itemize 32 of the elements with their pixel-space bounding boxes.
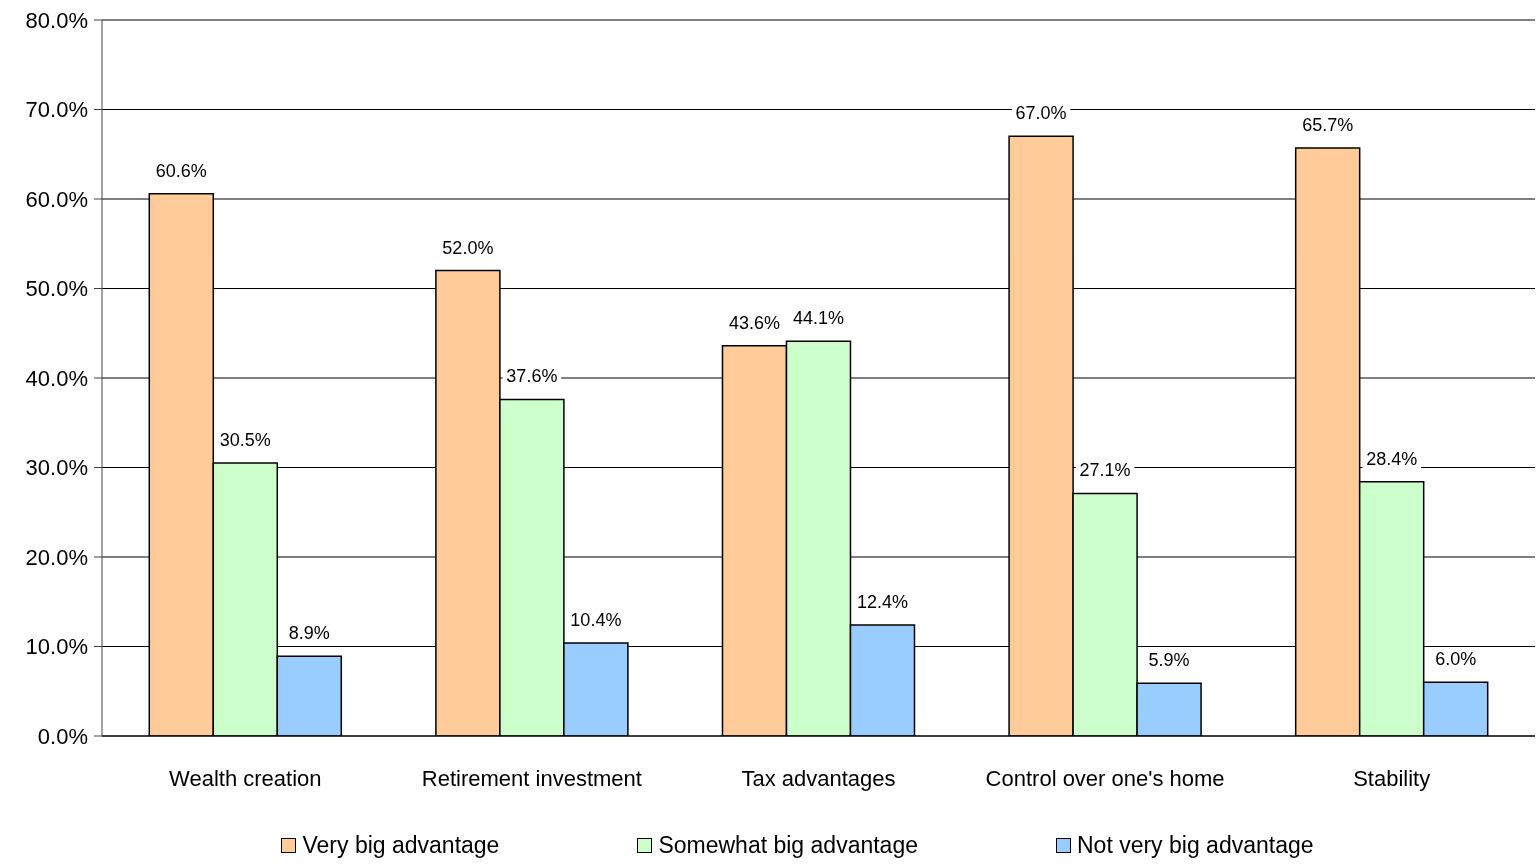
y-tick-label: 70.0% bbox=[25, 97, 88, 123]
data-label: 67.0% bbox=[1015, 103, 1067, 124]
x-tick-label: Wealth creation bbox=[169, 765, 322, 791]
data-label: 65.7% bbox=[1302, 114, 1354, 135]
data-label: 37.6% bbox=[506, 366, 558, 387]
y-tick-label: 50.0% bbox=[25, 276, 88, 302]
y-tick-label: 80.0% bbox=[25, 7, 88, 33]
data-label: 52.0% bbox=[442, 237, 494, 258]
legend-label: Somewhat big advantage bbox=[658, 832, 918, 859]
data-label: 30.5% bbox=[219, 430, 271, 451]
data-label: 6.0% bbox=[1435, 649, 1477, 670]
data-label: 60.6% bbox=[155, 160, 207, 181]
legend-label: Not very big advantage bbox=[1076, 832, 1314, 859]
y-tick-label: 40.0% bbox=[25, 365, 88, 391]
x-tick-label: Stability bbox=[1353, 765, 1431, 791]
data-label: 5.9% bbox=[1148, 650, 1190, 671]
legend-label: Very big advantage bbox=[302, 832, 500, 859]
data-label: 44.1% bbox=[792, 308, 845, 329]
data-label: 8.9% bbox=[288, 623, 330, 644]
y-tick-label: 0.0% bbox=[37, 723, 88, 749]
data-label: 10.4% bbox=[570, 609, 622, 630]
y-tick-label: 20.0% bbox=[25, 544, 88, 570]
data-label: 12.4% bbox=[856, 592, 909, 613]
data-label: 27.1% bbox=[1079, 460, 1131, 481]
y-tick-label: 30.0% bbox=[25, 455, 88, 481]
x-tick-label: Control over one's home bbox=[985, 765, 1225, 791]
x-tick-label: Tax advantages bbox=[741, 765, 896, 791]
y-tick-label: 10.0% bbox=[25, 634, 88, 660]
x-tick-label: Retirement investment bbox=[421, 765, 642, 791]
data-label: 43.6% bbox=[728, 312, 781, 333]
y-tick-label: 60.0% bbox=[25, 186, 88, 212]
data-label: 28.4% bbox=[1366, 448, 1418, 469]
